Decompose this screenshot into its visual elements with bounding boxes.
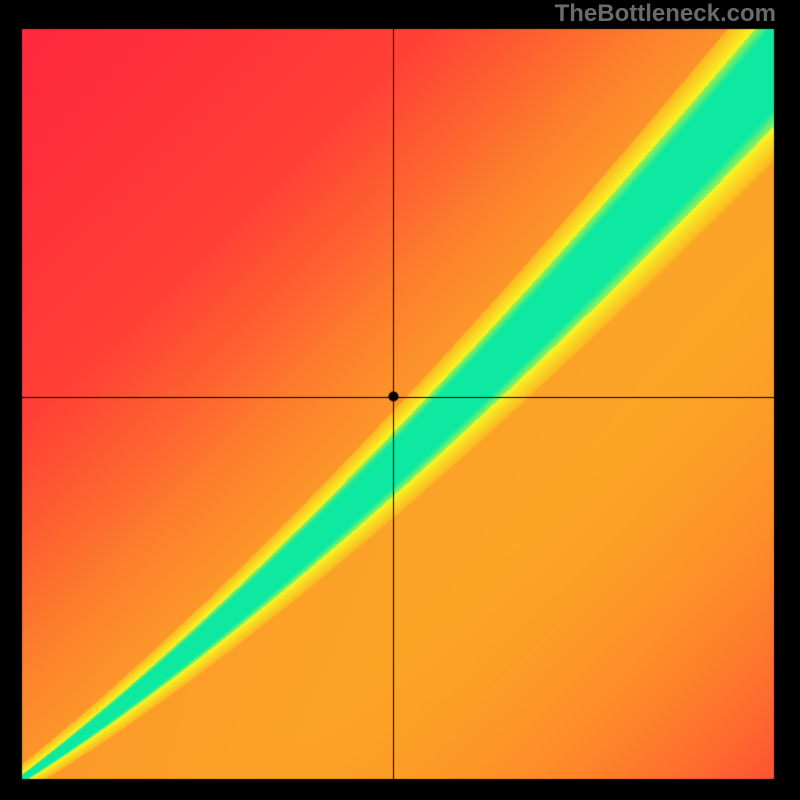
chart-container: TheBottleneck.com [0,0,800,800]
watermark-text: TheBottleneck.com [555,0,776,28]
heatmap-canvas [0,0,800,800]
